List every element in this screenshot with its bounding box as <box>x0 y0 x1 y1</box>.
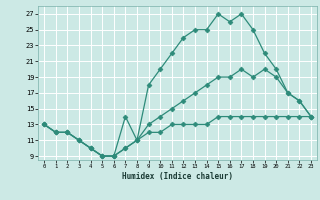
X-axis label: Humidex (Indice chaleur): Humidex (Indice chaleur) <box>122 172 233 181</box>
